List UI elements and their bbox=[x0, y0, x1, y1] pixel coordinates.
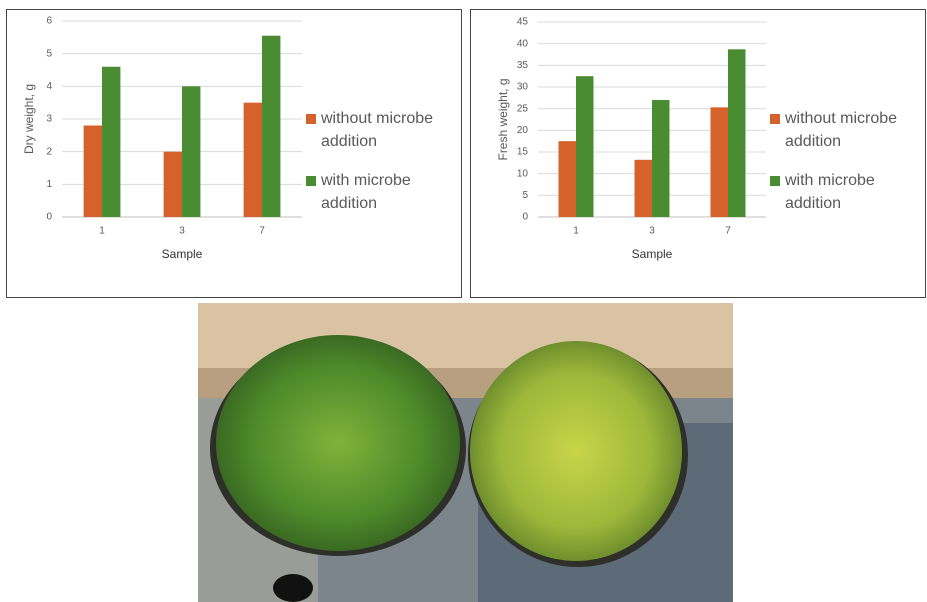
y-tick-label: 2 bbox=[46, 146, 52, 157]
photo bbox=[198, 303, 733, 602]
y-tick-label: 5 bbox=[46, 48, 52, 59]
y-tick-label: 10 bbox=[517, 168, 529, 179]
chart-border bbox=[6, 9, 462, 298]
x-tick-label: 3 bbox=[179, 226, 185, 237]
legend-item: with microbe addition bbox=[306, 169, 458, 215]
bar bbox=[576, 76, 594, 218]
x-axis-title: Sample bbox=[632, 247, 673, 261]
x-tick-label: 7 bbox=[259, 226, 265, 237]
y-tick-label: 1 bbox=[46, 179, 52, 190]
bar bbox=[102, 66, 121, 217]
y-tick-label: 5 bbox=[522, 190, 528, 201]
bar bbox=[243, 102, 262, 217]
bar bbox=[634, 159, 652, 217]
bar bbox=[710, 107, 728, 217]
y-tick-label: 6 bbox=[46, 16, 52, 27]
chart-border bbox=[470, 9, 926, 298]
y-tick-label: 4 bbox=[46, 81, 52, 92]
y-tick-label: 15 bbox=[517, 147, 529, 158]
legend: without microbe addition with microbe add… bbox=[306, 107, 458, 215]
legend-swatch bbox=[770, 176, 780, 186]
legend-label: without microbe addition bbox=[321, 110, 434, 150]
bar bbox=[652, 100, 670, 217]
y-tick-label: 35 bbox=[517, 60, 529, 71]
y-tick-label: 20 bbox=[517, 125, 529, 136]
y-axis-title: Fresh weight, g bbox=[496, 78, 510, 160]
legend-label: with microbe addition bbox=[321, 172, 411, 212]
x-axis-title: Sample bbox=[162, 247, 203, 261]
chart: 0 1 2 3 4 5 6 1 3 7 Sample Dry weight, g without mic… bbox=[6, 9, 462, 298]
bar bbox=[182, 86, 201, 217]
x-tick-label: 1 bbox=[573, 226, 579, 237]
legend-swatch bbox=[306, 176, 316, 186]
bar bbox=[83, 125, 102, 217]
bar bbox=[558, 141, 576, 217]
y-tick-label: 3 bbox=[46, 114, 52, 125]
legend-item: without microbe addition bbox=[770, 107, 922, 153]
x-tick-label: 7 bbox=[725, 226, 731, 237]
legend-item: with microbe addition bbox=[770, 169, 922, 215]
bar bbox=[262, 35, 281, 218]
bar bbox=[163, 151, 182, 217]
y-tick-label: 25 bbox=[517, 103, 529, 114]
legend-label: without microbe addition bbox=[785, 110, 898, 150]
x-tick-label: 1 bbox=[99, 226, 105, 237]
legend-swatch bbox=[770, 114, 780, 124]
chart: 0 5 10 15 20 25 30 35 40 45 1 3 7 Sample Fresh weight,… bbox=[470, 9, 926, 298]
y-tick-label: 45 bbox=[517, 17, 529, 28]
y-tick-label: 0 bbox=[46, 212, 52, 223]
x-tick-label: 3 bbox=[649, 226, 655, 237]
legend-label: with microbe addition bbox=[785, 172, 875, 212]
y-tick-label: 0 bbox=[522, 212, 528, 223]
legend-item: without microbe addition bbox=[306, 107, 458, 153]
legend-swatch bbox=[306, 114, 316, 124]
y-tick-label: 30 bbox=[517, 82, 529, 93]
y-axis-title: Dry weight, g bbox=[22, 84, 36, 154]
bar bbox=[728, 49, 746, 217]
legend: without microbe addition with microbe add… bbox=[770, 107, 922, 215]
y-tick-label: 40 bbox=[517, 38, 529, 49]
